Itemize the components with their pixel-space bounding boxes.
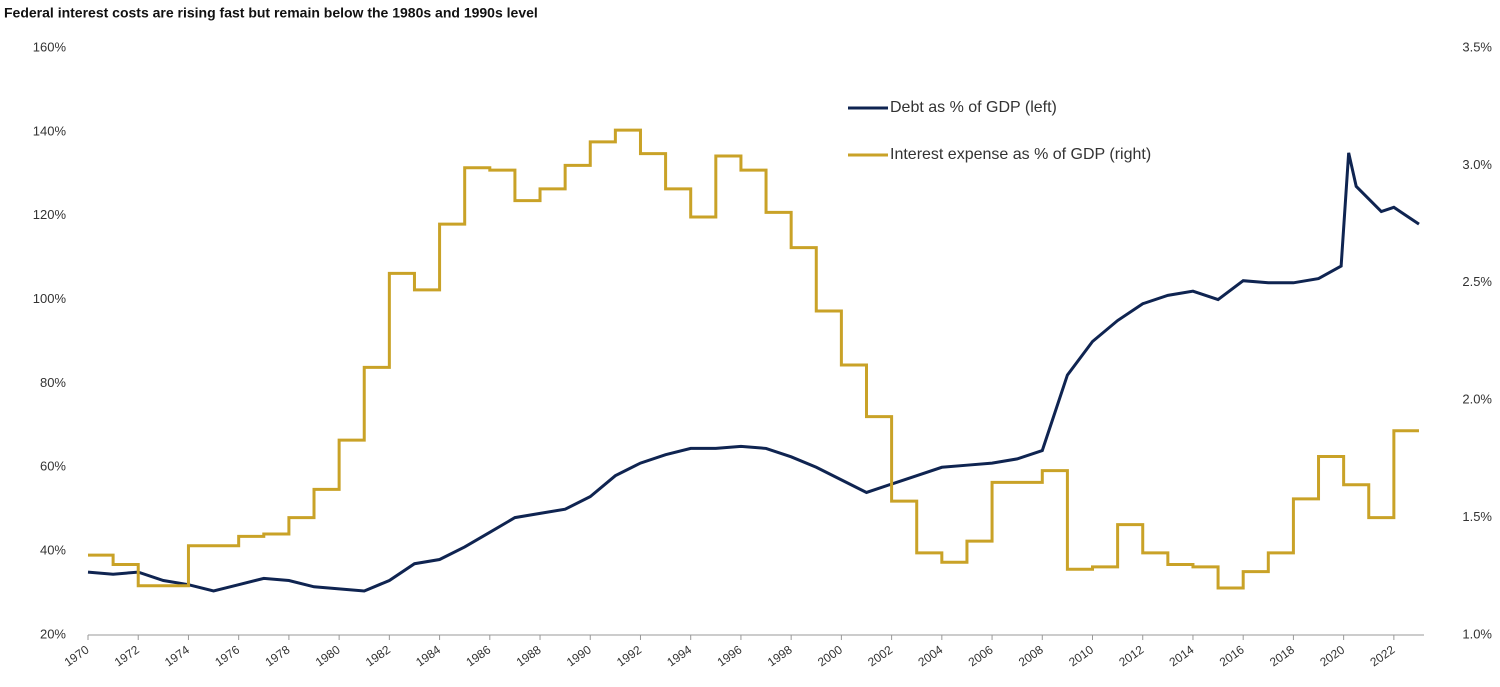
x-tick-label: 1996 — [715, 642, 745, 669]
x-tick-label: 1992 — [614, 642, 644, 669]
series-line — [87, 152, 1420, 593]
x-tick-label: 1998 — [765, 642, 795, 669]
x-tick-label: 2006 — [966, 642, 996, 669]
y2-tick-label: 3.0% — [1462, 157, 1492, 172]
legend-label: Interest expense as % of GDP (right) — [890, 146, 1151, 163]
x-tick-label: 2022 — [1368, 642, 1398, 669]
chart-title: Federal interest costs are rising fast b… — [4, 5, 538, 21]
y-tick-label: 20% — [40, 626, 66, 641]
x-tick-label: 2008 — [1016, 642, 1046, 669]
legend-label: Debt as % of GDP (left) — [890, 99, 1057, 116]
x-tick-label: 2002 — [865, 642, 895, 669]
x-tick-label: 1970 — [62, 642, 92, 669]
y2-tick-label: 2.5% — [1462, 274, 1492, 289]
x-tick-label: 1982 — [363, 642, 393, 669]
x-tick-label: 1990 — [564, 642, 594, 669]
x-tick-label: 2016 — [1217, 642, 1247, 669]
x-tick-label: 1988 — [514, 642, 544, 669]
y-tick-label: 120% — [33, 207, 67, 222]
x-tick-label: 1984 — [413, 642, 443, 669]
y-tick-label: 40% — [40, 543, 66, 558]
x-tick-label: 2012 — [1116, 642, 1146, 669]
x-tick-label: 2010 — [1066, 642, 1096, 669]
x-tick-label: 2018 — [1267, 642, 1297, 669]
x-tick-label: 1986 — [463, 642, 493, 669]
x-tick-label: 1972 — [112, 642, 142, 669]
x-tick-label: 2014 — [1167, 642, 1197, 669]
x-tick-label: 1980 — [313, 642, 343, 669]
series-line — [88, 128, 1419, 590]
x-tick-label: 1976 — [212, 642, 242, 669]
y-tick-label: 140% — [33, 123, 67, 138]
y-tick-label: 60% — [40, 459, 66, 474]
x-tick-label: 1978 — [263, 642, 293, 669]
x-tick-label: 1994 — [664, 642, 694, 669]
x-tick-label: 2000 — [815, 642, 845, 669]
x-tick-label: 2020 — [1317, 642, 1347, 669]
y2-tick-label: 1.5% — [1462, 509, 1492, 524]
y2-tick-label: 2.0% — [1462, 392, 1492, 407]
x-tick-label: 2004 — [915, 642, 945, 669]
y2-tick-label: 3.5% — [1462, 39, 1492, 54]
y2-tick-label: 1.0% — [1462, 626, 1492, 641]
y-tick-label: 100% — [33, 291, 67, 306]
y-tick-label: 80% — [40, 375, 66, 390]
y-tick-label: 160% — [33, 39, 67, 54]
x-tick-label: 1974 — [162, 642, 192, 669]
